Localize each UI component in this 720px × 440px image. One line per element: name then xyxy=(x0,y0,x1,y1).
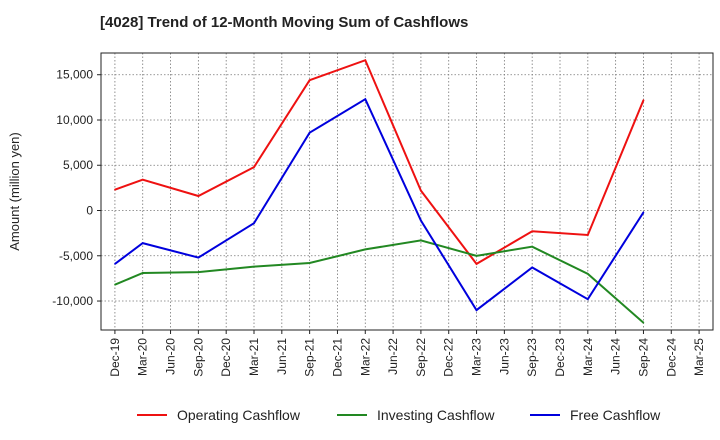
data-point xyxy=(197,195,200,197)
y-tick-label: -10,000 xyxy=(52,294,93,308)
data-point xyxy=(141,178,144,181)
data-point xyxy=(114,283,116,286)
x-tick-label: Sep-21 xyxy=(303,338,317,377)
y-tick-label: 15,000 xyxy=(56,68,93,82)
x-tick-label: Jun-23 xyxy=(497,338,511,375)
data-point xyxy=(531,266,533,269)
data-point xyxy=(475,263,478,265)
data-point xyxy=(531,245,533,248)
x-tick-label: Dec-23 xyxy=(553,338,567,377)
data-point xyxy=(253,222,255,224)
data-point xyxy=(420,239,422,242)
y-axis-label: Amount (million yen) xyxy=(7,132,22,251)
data-point xyxy=(587,273,589,275)
data-point xyxy=(364,98,367,100)
plot-frame xyxy=(100,52,714,331)
y-tick-label: 10,000 xyxy=(56,113,93,127)
x-tick-label: Mar-22 xyxy=(358,338,372,376)
x-tick-label: Sep-23 xyxy=(525,338,539,377)
data-point xyxy=(475,309,478,311)
y-tick-label: 5,000 xyxy=(63,158,93,172)
data-point xyxy=(364,248,367,251)
data-point xyxy=(420,219,422,222)
data-point xyxy=(587,234,589,236)
data-point xyxy=(114,188,116,191)
data-point xyxy=(420,189,422,192)
y-axis-ticks: -10,000 -5,000 0 5,000 10,000 15,000 xyxy=(52,68,101,308)
data-point xyxy=(531,230,533,233)
data-point xyxy=(114,263,116,265)
x-tick-label: Sep-22 xyxy=(414,338,428,377)
x-tick-label: Dec-21 xyxy=(330,338,344,377)
x-tick-label: Dec-20 xyxy=(219,338,233,377)
y-tick-label: -5,000 xyxy=(59,249,93,263)
x-tick-label: Sep-20 xyxy=(191,338,205,377)
x-tick-label: Mar-23 xyxy=(470,338,484,376)
data-point xyxy=(141,272,144,274)
data-point xyxy=(197,271,200,273)
x-tick-label: Jun-21 xyxy=(275,338,289,375)
x-tick-label: Mar-25 xyxy=(692,338,706,376)
x-axis-ticks: Dec-19 Mar-20 Jun-20 Sep-20 Dec-20 Mar-21 Jun-… xyxy=(108,330,706,377)
x-tick-label: Sep-24 xyxy=(636,338,650,377)
x-tick-label: Mar-24 xyxy=(581,338,595,376)
x-tick-label: Dec-22 xyxy=(442,338,456,377)
data-point xyxy=(197,256,200,259)
data-point xyxy=(308,131,311,134)
chart-title: [4028] Trend of 12-Month Moving Sum of C… xyxy=(100,14,469,31)
data-point xyxy=(308,262,311,264)
data-point xyxy=(587,298,589,301)
data-point xyxy=(253,166,255,168)
x-tick-label: Jun-24 xyxy=(609,338,623,375)
series-lines xyxy=(114,58,645,324)
data-point xyxy=(475,254,478,257)
data-point xyxy=(364,59,367,62)
legend-label: Investing Cashflow xyxy=(377,407,495,423)
data-point xyxy=(253,265,255,268)
data-point xyxy=(308,79,311,81)
legend: Operating Cashflow Investing Cashflow Free… xyxy=(137,407,661,423)
y-tick-label: 0 xyxy=(86,204,93,218)
x-tick-label: Dec-24 xyxy=(664,338,678,377)
data-point xyxy=(642,211,645,214)
data-point xyxy=(141,242,144,244)
x-tick-label: Jun-20 xyxy=(164,338,178,375)
legend-label: Free Cashflow xyxy=(570,407,661,423)
x-tick-label: Dec-19 xyxy=(108,338,122,377)
data-point xyxy=(642,321,645,324)
x-tick-label: Jun-22 xyxy=(386,338,400,375)
x-tick-label: Mar-21 xyxy=(247,338,261,376)
data-point xyxy=(642,99,645,101)
x-tick-label: Mar-20 xyxy=(136,338,150,376)
legend-label: Operating Cashflow xyxy=(177,407,301,423)
